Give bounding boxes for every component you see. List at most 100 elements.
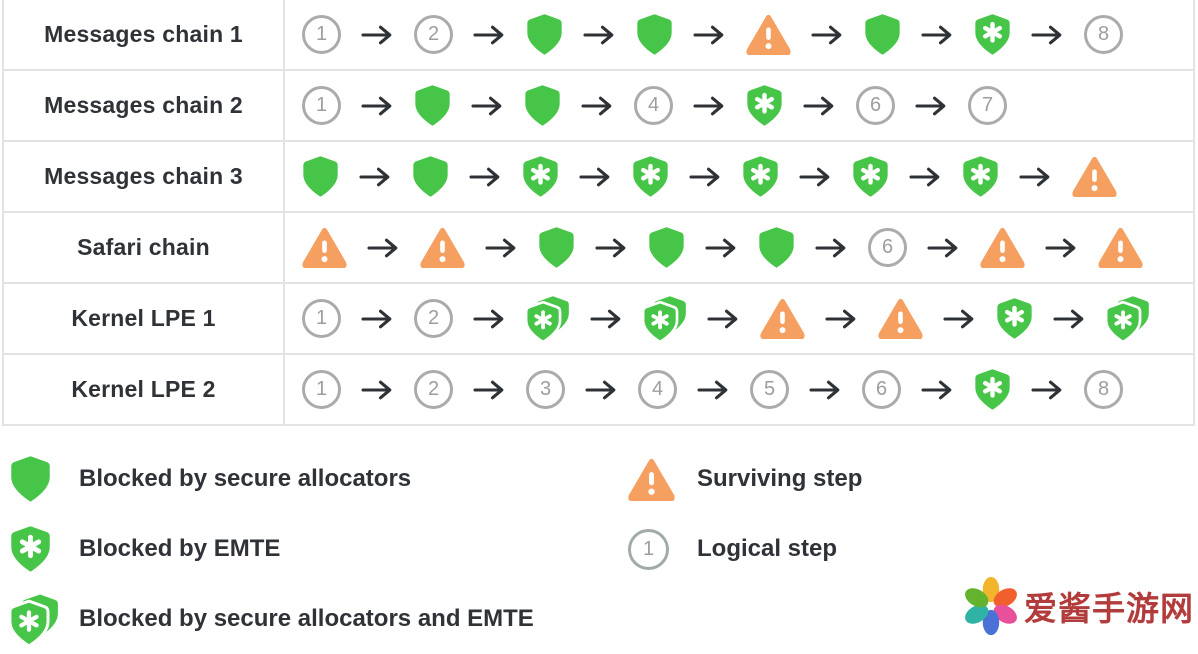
- step-surviving: [878, 298, 923, 339]
- watermark-text: 爱酱手游网: [1024, 590, 1194, 627]
- table-row: Kernel LPE 1 1 2: [4, 284, 1193, 355]
- arrow-icon: [697, 379, 730, 401]
- step-blocked-emte: [742, 156, 779, 197]
- row-label: Messages chain 1: [4, 0, 285, 69]
- chain-steps: 1 2: [285, 284, 1193, 353]
- chain-steps: 1 4 6 7: [285, 71, 1193, 140]
- legend-label: Blocked by EMTE: [79, 535, 281, 562]
- arrow-icon: [803, 95, 836, 117]
- shield-asterisk-icon: [975, 14, 1010, 55]
- chain-table: Messages chain 1 1 2 8 Messages chain 2 …: [2, 0, 1195, 426]
- logical-step-circle: 1: [302, 86, 341, 125]
- arrow-icon: [473, 379, 506, 401]
- step-surviving: [420, 227, 465, 268]
- legend-icon: 1: [628, 528, 680, 570]
- arrow-icon: [361, 308, 394, 330]
- warning-icon: [878, 298, 923, 339]
- step-blocked-allocator: [526, 14, 563, 55]
- logical-step-circle: 2: [414, 15, 453, 54]
- stacked-shield-asterisk-icon: [643, 296, 686, 341]
- watermark-flower-icon: [965, 576, 1017, 636]
- legend-item: Surviving step: [628, 444, 862, 514]
- legend-item: 1 Logical step: [628, 514, 862, 584]
- stacked-shield-asterisk-icon: [10, 594, 58, 645]
- table-row: Kernel LPE 2 1 2 3 4 5 6 8: [4, 355, 1193, 424]
- arrow-icon: [579, 166, 612, 188]
- step-logical: 1: [302, 86, 341, 125]
- arrow-icon: [927, 237, 960, 259]
- arrow-icon: [799, 166, 832, 188]
- arrow-icon: [693, 24, 726, 46]
- arrow-icon: [473, 308, 506, 330]
- arrow-icon: [909, 166, 942, 188]
- shield-asterisk-icon: [523, 156, 558, 197]
- arrow-icon: [707, 308, 740, 330]
- step-logical: 5: [750, 370, 789, 409]
- table-row: Messages chain 1 1 2 8: [4, 0, 1193, 71]
- warning-icon: [760, 298, 805, 339]
- logical-step-circle: 1: [302, 15, 341, 54]
- arrow-icon: [469, 166, 502, 188]
- arrow-icon: [359, 166, 392, 188]
- shield-asterisk-icon: [747, 85, 782, 126]
- arrow-icon: [361, 24, 394, 46]
- logical-step-circle: 2: [414, 370, 453, 409]
- legend-item: Blocked by EMTE: [10, 514, 534, 584]
- arrow-icon: [590, 308, 623, 330]
- arrow-icon: [585, 379, 618, 401]
- logical-step-circle: 4: [638, 370, 677, 409]
- legend-column-left: Blocked by secure allocators Blocked by …: [10, 444, 534, 654]
- shield-icon: [525, 85, 560, 126]
- logical-step-circle: 3: [526, 370, 565, 409]
- table-row: Safari chain 6: [4, 213, 1193, 284]
- warning-icon: [1098, 227, 1143, 268]
- logical-step-circle: 1: [302, 370, 341, 409]
- shield-icon: [413, 156, 448, 197]
- step-logical: 2: [414, 299, 453, 338]
- arrow-icon: [1045, 237, 1078, 259]
- arrow-icon: [361, 379, 394, 401]
- row-label: Messages chain 3: [4, 142, 285, 211]
- step-logical: 6: [856, 86, 895, 125]
- step-logical: 1: [302, 370, 341, 409]
- watermark-logo-slot: [960, 575, 1022, 642]
- chain-steps: 1 2 8: [285, 0, 1193, 69]
- chain-steps: 1 2 3 4 5 6 8: [285, 355, 1193, 424]
- arrow-icon: [815, 237, 848, 259]
- arrow-icon: [583, 24, 616, 46]
- step-blocked-allocator: [412, 156, 449, 197]
- step-logical: 6: [862, 370, 901, 409]
- legend-label: Surviving step: [697, 465, 863, 492]
- shield-icon: [759, 227, 794, 268]
- shield-asterisk-icon: [853, 156, 888, 197]
- warning-icon: [302, 227, 347, 268]
- arrow-icon: [581, 95, 614, 117]
- arrow-icon: [705, 237, 738, 259]
- logical-step-circle: 5: [750, 370, 789, 409]
- step-logical: 1: [302, 299, 341, 338]
- shield-asterisk-icon: [633, 156, 668, 197]
- shield-asterisk-icon: [963, 156, 998, 197]
- step-blocked-both: [526, 296, 570, 341]
- arrow-icon: [1031, 24, 1064, 46]
- step-blocked-allocator: [538, 227, 575, 268]
- step-logical: 2: [414, 15, 453, 54]
- arrow-icon: [473, 24, 506, 46]
- logical-step-circle: 2: [414, 299, 453, 338]
- logical-step-circle: 4: [634, 86, 673, 125]
- step-logical: 6: [868, 228, 907, 267]
- warning-icon: [628, 458, 675, 501]
- arrow-icon: [1019, 166, 1052, 188]
- logical-step-circle: 8: [1084, 15, 1123, 54]
- arrow-icon: [811, 24, 844, 46]
- step-surviving: [1072, 156, 1117, 197]
- step-surviving: [1098, 227, 1143, 268]
- legend-icon: [10, 456, 62, 502]
- logical-step-circle: 7: [968, 86, 1007, 125]
- arrow-icon: [921, 24, 954, 46]
- step-blocked-both: [643, 296, 687, 341]
- step-surviving: [760, 298, 805, 339]
- warning-icon: [980, 227, 1025, 268]
- legend-label: Blocked by secure allocators and EMTE: [79, 605, 534, 632]
- shield-icon: [649, 227, 684, 268]
